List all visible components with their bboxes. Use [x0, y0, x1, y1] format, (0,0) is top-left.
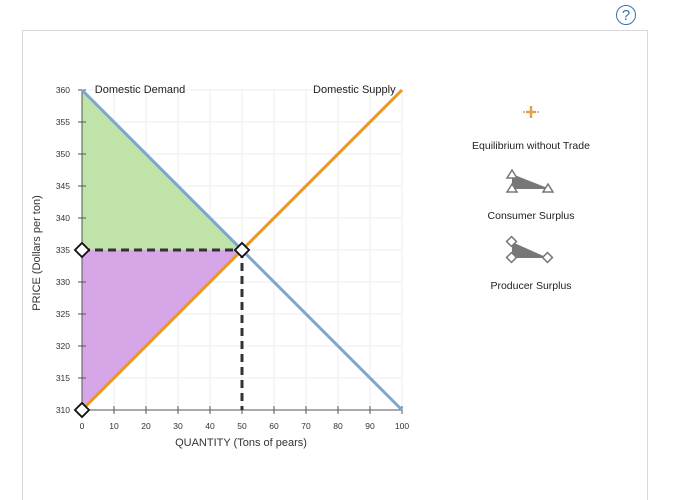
y-tick-label: 345: [56, 181, 70, 191]
y-tick-label: 360: [56, 85, 70, 95]
y-tick-label: 335: [56, 245, 70, 255]
equilibrium-tool-icon[interactable]: [523, 106, 539, 118]
x-tick-label: 60: [269, 421, 279, 431]
x-tick-label: 80: [333, 421, 343, 431]
y-tick-label: 355: [56, 117, 70, 127]
y-tick-label: 340: [56, 213, 70, 223]
surplus-vertex-handle[interactable]: [233, 241, 251, 259]
y-tick-label: 350: [56, 149, 70, 159]
demand-curve-label: Domestic Demand: [95, 84, 185, 96]
x-tick-label: 30: [173, 421, 183, 431]
x-tick-label: 10: [109, 421, 119, 431]
surplus-vertex-handle[interactable]: [73, 401, 91, 419]
x-tick-label: 90: [365, 421, 375, 431]
y-tick-label: 320: [56, 341, 70, 351]
x-tick-label: 50: [237, 421, 247, 431]
x-tick-label: 100: [395, 421, 409, 431]
chart-svg: 0 10 20 30 40 50 60 70 80 90 100 310 315 320 325 330 33…: [31, 84, 555, 449]
y-tick-label: 325: [56, 309, 70, 319]
x-tick-labels: 0 10 20 30 40 50 60 70 80 90 100: [80, 406, 409, 431]
y-tick-labels: 310 315 320 325 330 335 340 345 350 355 360: [56, 85, 86, 415]
x-tick-label: 20: [141, 421, 151, 431]
consumer-surplus-tool-icon[interactable]: [505, 168, 555, 193]
consumer-surplus-legend-label: Consumer Surplus: [487, 210, 575, 222]
supply-curve-label: Domestic Supply: [313, 84, 396, 96]
help-button[interactable]: ?: [616, 5, 636, 25]
producer-surplus-legend-label: Producer Surplus: [490, 280, 572, 292]
equilibrium-legend-label: Equilibrium without Trade: [472, 140, 590, 152]
y-tick-label: 310: [56, 405, 70, 415]
y-tick-label: 330: [56, 277, 70, 287]
y-axis-label: PRICE (Dollars per ton): [31, 195, 43, 311]
x-tick-label: 40: [205, 421, 215, 431]
y-tick-label: 315: [56, 373, 70, 383]
x-tick-label: 0: [80, 421, 85, 431]
x-tick-label: 70: [301, 421, 311, 431]
producer-surplus-tool-icon[interactable]: [505, 235, 554, 264]
surplus-vertex-handles[interactable]: [73, 241, 251, 419]
graph-panel: [22, 30, 648, 500]
surplus-vertex-handle[interactable]: [73, 241, 91, 259]
x-axis-label: QUANTITY (Tons of pears): [175, 437, 307, 449]
